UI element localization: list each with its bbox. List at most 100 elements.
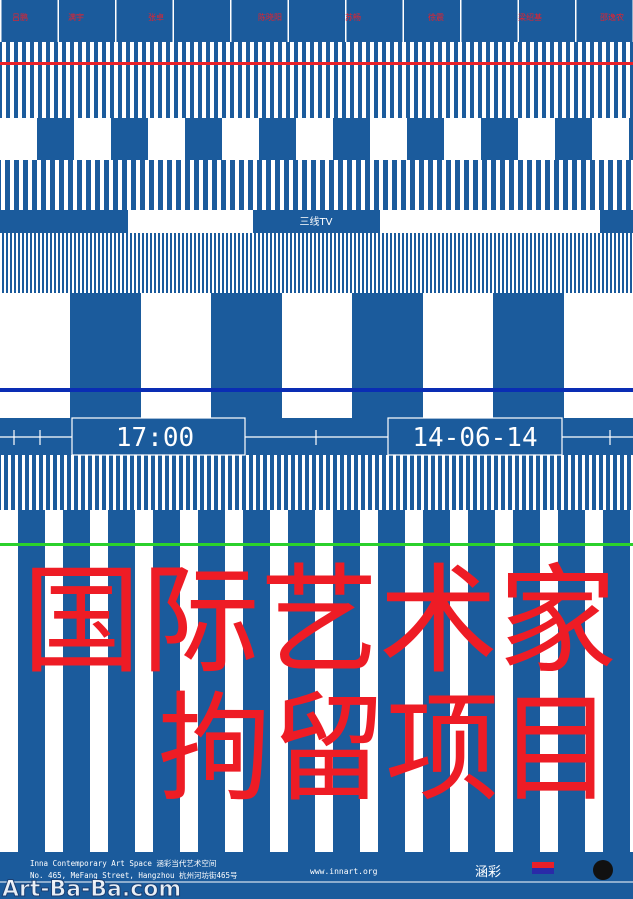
stripe: [544, 233, 546, 293]
stripe: [470, 455, 473, 510]
stripe: [466, 42, 470, 118]
stripe: [630, 510, 633, 870]
stripe: [408, 233, 410, 293]
stripe: [132, 233, 134, 293]
stripe: [604, 160, 608, 210]
stripe: [568, 160, 572, 210]
stripe: [58, 42, 62, 118]
stripe: [450, 510, 468, 870]
stripe: [8, 455, 11, 510]
stripe: [478, 160, 482, 210]
stripe: [80, 233, 82, 293]
stripe: [40, 233, 42, 293]
stripe: [290, 42, 294, 118]
stripe: [50, 455, 53, 510]
separator: [230, 0, 232, 42]
stripe: [330, 42, 334, 118]
stripe: [550, 160, 554, 210]
stripe: [460, 160, 464, 210]
stripe: [268, 233, 270, 293]
stripe: [533, 455, 536, 510]
stripe: [480, 233, 482, 293]
stripe: [532, 160, 536, 210]
stripe: [180, 510, 198, 870]
stripe: [144, 233, 146, 293]
stripe: [228, 233, 230, 293]
stripe: [176, 233, 178, 293]
stripe: [344, 233, 346, 293]
stripe: [388, 233, 390, 293]
stripe: [312, 233, 314, 293]
stripe: [344, 455, 347, 510]
stripe: [620, 233, 622, 293]
stripe: [190, 455, 193, 510]
stripe: [212, 233, 214, 293]
stripe: [528, 233, 530, 293]
stripe: [424, 160, 428, 210]
stripe: [1, 160, 5, 210]
stripe: [188, 233, 190, 293]
stripe: [176, 455, 179, 510]
stripe: [337, 455, 340, 510]
stripe: [415, 160, 419, 210]
stripe: [216, 233, 218, 293]
stripe: [298, 42, 302, 118]
stripe: [484, 455, 487, 510]
stripe: [556, 233, 558, 293]
stripe: [496, 233, 498, 293]
stripe: [538, 42, 542, 118]
stripe: [384, 233, 386, 293]
stripe: [631, 455, 633, 510]
stripe: [267, 455, 270, 510]
stripe: [18, 42, 22, 118]
stripe: [523, 160, 527, 210]
stripe: [343, 160, 347, 210]
stripe: [178, 42, 182, 118]
stripe: [36, 233, 38, 293]
stripe: [226, 42, 230, 118]
stripe: [624, 233, 626, 293]
stripe: [514, 42, 518, 118]
stripe: [122, 42, 126, 118]
stripe: [612, 233, 614, 293]
stripe: [148, 455, 151, 510]
stripe: [526, 455, 529, 510]
stripe: [552, 233, 554, 293]
stripe: [540, 510, 558, 870]
stripe: [148, 233, 150, 293]
separator: [115, 0, 117, 42]
stripe: [440, 233, 442, 293]
stripe: [407, 455, 410, 510]
stripe: [518, 118, 555, 160]
stripe: [402, 42, 406, 118]
stripe: [152, 233, 154, 293]
stripe: [141, 293, 211, 418]
stripe: [136, 233, 138, 293]
stripe: [496, 160, 500, 210]
stripe: [113, 455, 116, 510]
stripe: [352, 233, 354, 293]
stripe: [118, 160, 122, 210]
stripe: [449, 455, 452, 510]
stripe: [197, 455, 200, 510]
stripe: [376, 233, 378, 293]
stripe: [164, 233, 166, 293]
stripe: [450, 42, 454, 118]
stripe: [134, 455, 137, 510]
stripe: [595, 160, 599, 210]
stripe: [120, 455, 123, 510]
stripe: [426, 42, 430, 118]
stripe: [72, 233, 74, 293]
stripe: [320, 233, 322, 293]
stripe: [154, 42, 158, 118]
stripe: [26, 42, 30, 118]
stripe: [600, 233, 602, 293]
stripe: [448, 233, 450, 293]
stripe: [436, 233, 438, 293]
stripe: [561, 455, 564, 510]
time: 17:00: [116, 423, 194, 453]
stripe: [452, 233, 454, 293]
stripe: [186, 42, 190, 118]
stripe: [300, 233, 302, 293]
stripe: [114, 42, 118, 118]
